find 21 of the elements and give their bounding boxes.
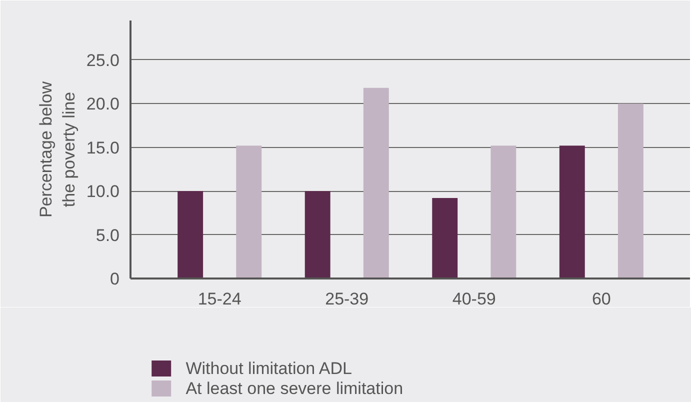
y-tick-label: 10.0 [86, 182, 120, 202]
x-tick-label: 15-24 [198, 290, 242, 308]
y-tick-label: 5.0 [96, 226, 120, 245]
bar [618, 104, 644, 278]
bar [178, 191, 204, 278]
legend-label: At least one severe limitation [186, 379, 404, 398]
x-tick-label: 40-59 [452, 290, 496, 308]
x-tick-label: 60 [592, 290, 611, 308]
bar [559, 146, 585, 278]
bar [304, 191, 330, 278]
bar [490, 146, 516, 278]
bar [432, 198, 458, 278]
y-tick-label: 25.0 [86, 50, 120, 70]
y-axis-title: Percentage below the poverty line [36, 80, 78, 218]
y-tick-label: 0 [110, 270, 120, 288]
x-tick-label: 25-39 [325, 290, 369, 308]
y-tick-label: 20.0 [86, 94, 120, 114]
legend-label: Without limitation ADL [186, 359, 352, 378]
bar [236, 146, 262, 278]
y-tick-label: 15.0 [86, 138, 120, 158]
bar [363, 88, 389, 278]
